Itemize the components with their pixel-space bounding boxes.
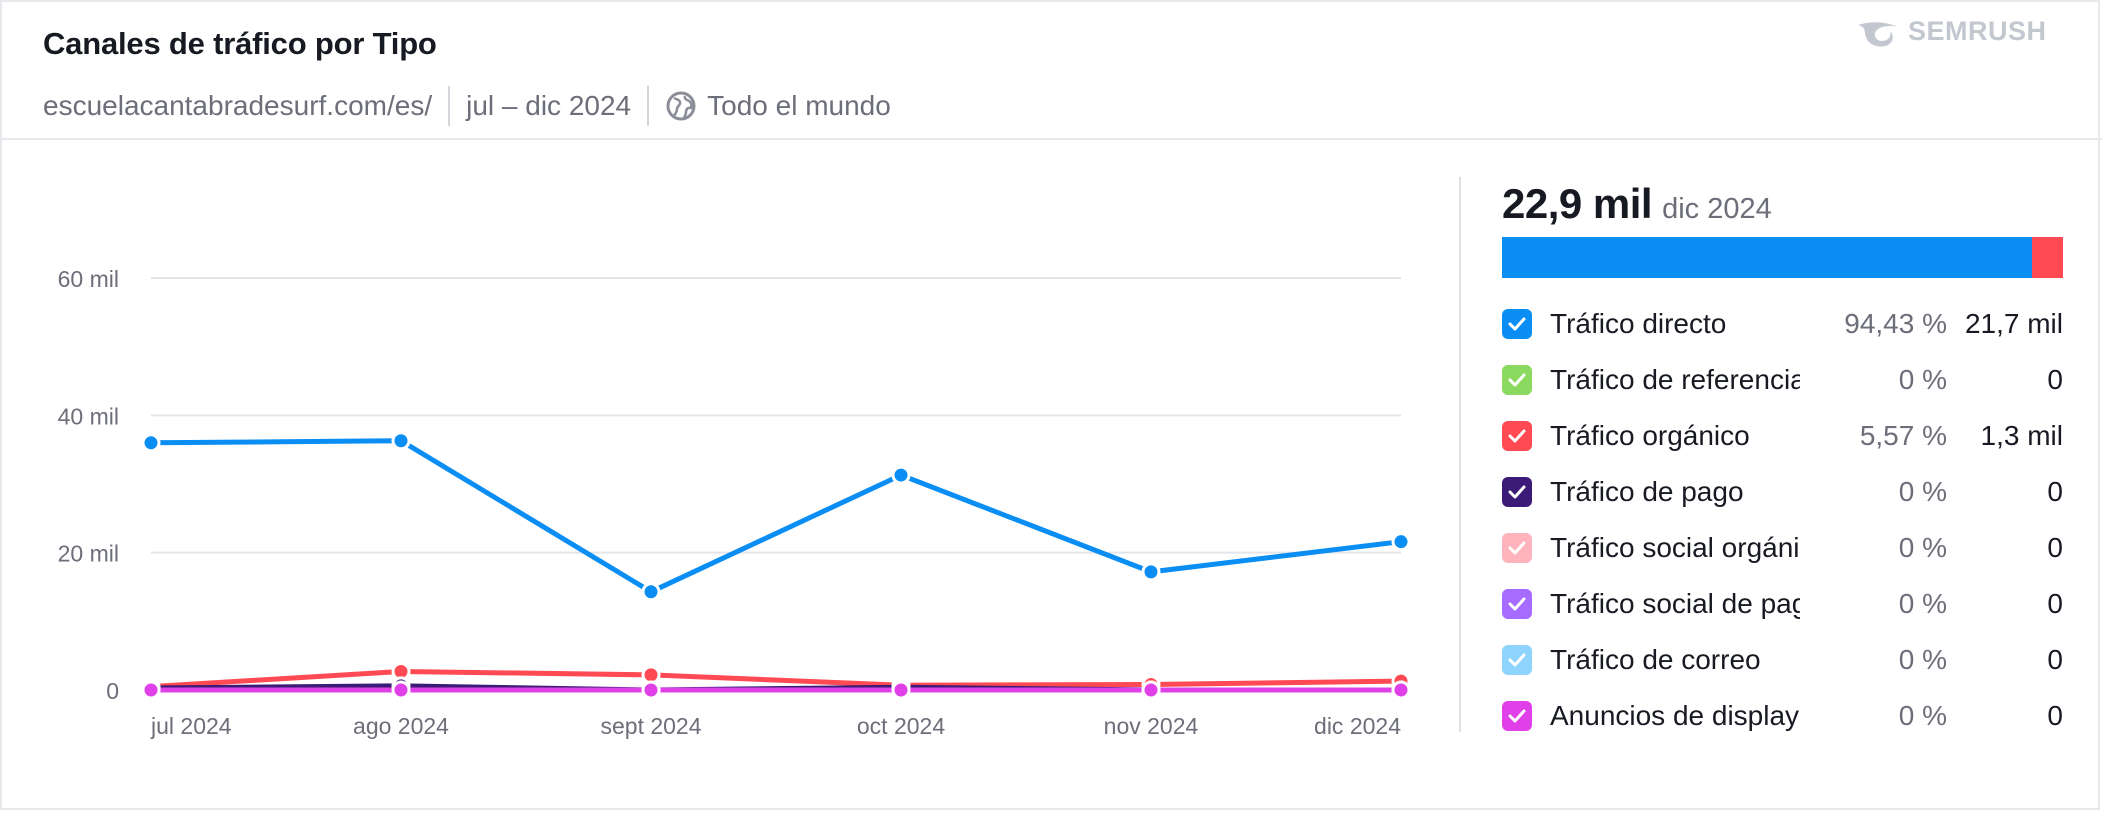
legend-value: 0 (2047, 532, 2063, 563)
legend-label: Anuncios de display (1550, 700, 1800, 731)
data-point[interactable] (891, 680, 911, 700)
legend-percent: 5,57 % (1859, 420, 1947, 451)
legend-percent: 0 % (1898, 532, 1947, 563)
legend-label: Tráfico orgánico (1550, 420, 1750, 451)
legend-label: Tráfico social orgánico (1550, 532, 1800, 563)
summary-header: 22,9 mil dic 2024 (1502, 180, 1772, 228)
legend-checkbox[interactable] (1502, 365, 1532, 395)
share-segment[interactable] (2031, 237, 2063, 278)
data-point[interactable] (1391, 680, 1411, 700)
date-range-label[interactable]: jul – dic 2024 (466, 90, 632, 121)
legend-value: 0 (2047, 364, 2063, 395)
check-icon (1508, 653, 1526, 667)
brand-name: SEMRUSH (1908, 16, 2047, 46)
legend-label: Tráfico de pago (1550, 476, 1744, 507)
data-point[interactable] (391, 431, 411, 451)
share-segment[interactable] (1502, 237, 2032, 278)
legend-checkbox[interactable] (1502, 477, 1532, 507)
legend-percent: 0 % (1898, 588, 1947, 619)
x-tick-label: sept 2024 (600, 713, 701, 739)
legend-percent: 94,43 % (1844, 308, 1947, 339)
legend-checkbox[interactable] (1502, 645, 1532, 675)
legend-value: 0 (2047, 476, 2063, 507)
legend-row[interactable]: Tráfico de correo 0 % 0 (1502, 632, 2063, 688)
globe-icon (666, 91, 696, 121)
legend-row[interactable]: Tráfico social orgánico 0 % 0 (1502, 520, 2063, 576)
x-tick-label: dic 2024 (1314, 713, 1401, 739)
legend-label: Tráfico social de pago (1550, 588, 1800, 619)
legend-percent: 0 % (1898, 700, 1947, 731)
legend-checkbox[interactable] (1502, 701, 1532, 731)
data-point[interactable] (141, 433, 161, 453)
check-icon (1508, 485, 1526, 499)
x-tick-label: nov 2024 (1104, 713, 1199, 739)
check-icon (1508, 317, 1526, 331)
data-point[interactable] (641, 680, 661, 700)
legend-checkbox[interactable] (1502, 589, 1532, 619)
data-point[interactable] (891, 465, 911, 485)
meta-divider (647, 86, 650, 126)
y-tick-label: 40 mil (58, 403, 119, 429)
legend-checkbox[interactable] (1502, 533, 1532, 563)
y-tick-label: 20 mil (58, 541, 119, 567)
data-point[interactable] (1391, 532, 1411, 552)
series-line (150, 668, 1402, 690)
card-header: Canales de tráfico por Tipo SEMRUSH escu… (2, 2, 2102, 140)
y-tick-label: 0 (106, 678, 119, 704)
legend-row[interactable]: Tráfico orgánico 5,57 % 1,3 mil (1502, 408, 2063, 464)
legend-value: 21,7 mil (1964, 308, 2063, 339)
data-point[interactable] (641, 665, 661, 685)
data-point[interactable] (391, 680, 411, 700)
legend-value: 0 (2047, 588, 2063, 619)
domain-label[interactable]: escuelacantabradesurf.com/es/ (43, 90, 433, 121)
check-icon (1508, 709, 1526, 723)
check-icon (1508, 541, 1526, 555)
legend-row[interactable]: Tráfico de pago 0 % 0 (1502, 464, 2063, 520)
share-stacked-bar (1502, 237, 2063, 278)
region-label[interactable]: Todo el mundo (707, 90, 891, 121)
data-point[interactable] (1141, 680, 1161, 700)
legend-label: Tráfico de correo (1550, 644, 1761, 675)
semrush-fire-icon (1858, 21, 1898, 47)
data-point[interactable] (1141, 562, 1161, 582)
card-title: Canales de tráfico por Tipo (43, 26, 437, 61)
x-tick-label: ago 2024 (353, 713, 449, 739)
legend-percent: 0 % (1898, 476, 1947, 507)
legend-row[interactable]: Tráfico de referencia 0 % 0 (1502, 352, 2063, 408)
legend-value: 0 (2047, 644, 2063, 675)
meta-divider (448, 86, 451, 126)
legend-checkbox[interactable] (1502, 309, 1532, 339)
x-tick-label: oct 2024 (857, 713, 945, 739)
panel-divider (1459, 177, 1461, 732)
legend-value: 0 (2047, 700, 2063, 731)
check-icon (1508, 373, 1526, 387)
check-icon (1508, 597, 1526, 611)
legend-row[interactable]: Anuncios de display 0 % 0 (1502, 688, 2063, 744)
legend-label: Tráfico directo (1550, 308, 1727, 339)
data-point[interactable] (141, 680, 161, 700)
series-line (150, 438, 1402, 595)
legend-percent: 0 % (1898, 364, 1947, 395)
legend-value: 1,3 mil (1980, 420, 2063, 451)
legend-label: Tráfico de referencia (1550, 364, 1800, 395)
legend-row[interactable]: Tráfico directo 94,43 % 21,7 mil (1502, 296, 2063, 352)
check-icon (1508, 429, 1526, 443)
legend-row[interactable]: Tráfico social de pago 0 % 0 (1502, 576, 2063, 632)
x-tick-label: jul 2024 (150, 713, 232, 739)
semrush-logo: SEMRUSH (1854, 16, 2047, 47)
legend-checkbox[interactable] (1502, 421, 1532, 451)
y-tick-label: 60 mil (58, 266, 119, 292)
summary-period: dic 2024 (1662, 193, 1772, 225)
total-traffic: 22,9 mil (1502, 180, 1653, 227)
traffic-line-chart: 0 20 mil 40 mil 60 mil jul 2024 ago 2024 sept … (58, 266, 1411, 739)
channel-legend: Tráfico directo 94,43 % 21,7 mil Tráfico de… (1502, 296, 2063, 744)
data-point[interactable] (641, 582, 661, 602)
report-meta: escuelacantabradesurf.com/es/ jul – dic … (43, 86, 891, 126)
legend-percent: 0 % (1898, 644, 1947, 675)
